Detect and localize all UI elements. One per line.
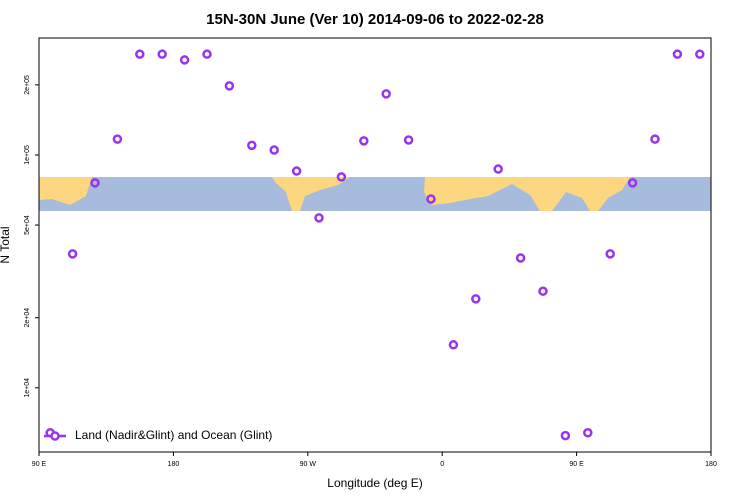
point	[314, 213, 324, 223]
point	[247, 140, 257, 151]
y-tick-label: 2e+04	[24, 308, 31, 328]
point	[471, 294, 481, 304]
chart-title: 15N-30N June (Ver 10) 2014-09-06 to 2022…	[206, 11, 544, 28]
point	[605, 249, 615, 259]
y-tick-label: 2e+05	[24, 75, 31, 95]
x-tick-label: 90 E	[32, 461, 47, 468]
x-tick-label: 90 W	[300, 461, 317, 468]
x-axis-label: Longitude (deg E)	[327, 476, 422, 490]
point	[157, 49, 167, 59]
legend-label: Land (Nadir&Glint) and Ocean (Glint)	[75, 428, 272, 442]
legend-marker	[50, 431, 60, 441]
map-band	[39, 177, 711, 211]
point	[695, 49, 705, 59]
point	[448, 340, 459, 350]
plot-frame	[38, 37, 712, 453]
point	[179, 55, 190, 65]
point	[135, 49, 145, 59]
point	[336, 172, 347, 182]
x-tick-label: 180	[705, 461, 717, 468]
point	[224, 81, 235, 91]
point	[90, 178, 100, 188]
point	[538, 286, 548, 296]
point	[493, 164, 503, 174]
point	[650, 134, 660, 144]
point	[515, 253, 526, 263]
point	[583, 428, 593, 438]
y-tick-label: 1e+05	[24, 145, 31, 165]
point	[403, 135, 414, 145]
y-axis-label: N Total	[0, 226, 12, 263]
point	[67, 249, 78, 259]
x-tick-label: 180	[168, 461, 180, 468]
y-tick-label: 5e+04	[24, 215, 31, 235]
x-tick-label: 90 E	[569, 461, 584, 468]
point	[202, 49, 212, 59]
point	[359, 136, 369, 146]
point	[672, 49, 683, 59]
y-tick-label: 1e+04	[24, 378, 31, 398]
point	[291, 166, 302, 176]
point	[627, 178, 638, 188]
point	[426, 194, 436, 204]
x-tick-label: 0	[440, 461, 444, 468]
point	[560, 430, 571, 441]
point	[112, 134, 123, 144]
point	[381, 89, 391, 99]
point	[269, 145, 279, 155]
